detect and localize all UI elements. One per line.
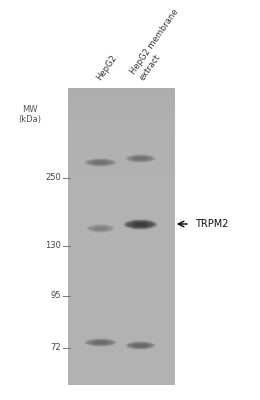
Text: 130: 130 [45, 242, 61, 250]
Text: 250: 250 [45, 174, 61, 182]
Text: 95: 95 [50, 292, 61, 300]
Text: HepG2: HepG2 [95, 53, 119, 82]
Text: MW
(kDa): MW (kDa) [18, 105, 42, 124]
Text: 72: 72 [50, 344, 61, 352]
Text: TRPM2: TRPM2 [195, 219, 229, 229]
Text: HepG2 membrane
extract: HepG2 membrane extract [129, 7, 190, 82]
